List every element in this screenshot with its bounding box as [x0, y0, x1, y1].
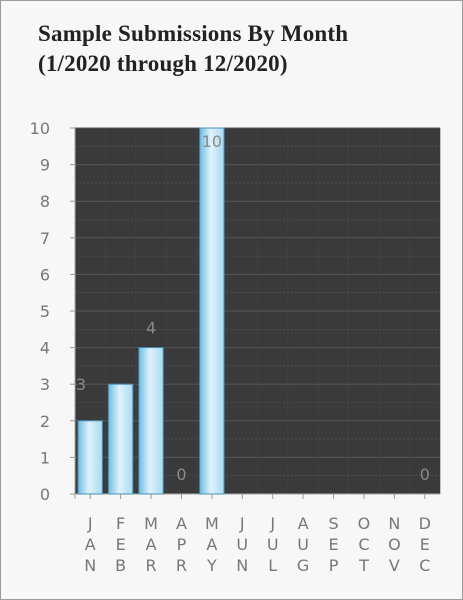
bar-may — [199, 127, 225, 495]
x-tick-label-feb: B — [115, 556, 126, 575]
x-tick-label-nov: N — [388, 514, 400, 533]
y-tick-label: 2 — [40, 412, 50, 431]
x-tick-label-aug: A — [298, 514, 309, 533]
y-tick-label: 4 — [40, 339, 50, 358]
x-tick-label-oct: C — [358, 535, 369, 554]
data-label-mar: 4 — [146, 319, 156, 338]
x-tick-label-sep: P — [329, 556, 339, 575]
y-tick-label: 0 — [40, 485, 50, 504]
x-tick-label-jan: J — [87, 514, 93, 533]
x-tick-label-jul: L — [268, 556, 277, 575]
bars — [77, 127, 225, 495]
y-tick-label: 7 — [40, 229, 50, 248]
x-tick-label-sep: E — [328, 535, 338, 554]
y-tick-label: 8 — [40, 192, 50, 211]
data-label-may: 10 — [202, 132, 222, 151]
bar-feb — [107, 383, 134, 495]
x-tick-label-dec: C — [419, 556, 430, 575]
chart-title-line-2: (1/2020 through 12/2020) — [38, 51, 288, 76]
x-tick-label-dec: E — [420, 535, 430, 554]
bar-mar — [138, 347, 164, 495]
x-tick-label-apr: A — [176, 514, 187, 533]
x-tick-label-dec: D — [419, 514, 431, 533]
x-tick-label-jan: N — [84, 556, 96, 575]
x-tick-label-mar: R — [145, 556, 156, 575]
x-tick-label-nov: O — [388, 535, 401, 554]
bar-jan — [77, 420, 103, 495]
x-tick-label-oct: O — [358, 514, 371, 533]
x-tick-label-may: A — [206, 535, 217, 554]
x-tick-label-nov: V — [389, 556, 400, 575]
x-tick-label-feb: F — [116, 514, 125, 533]
y-tick-label: 3 — [40, 375, 50, 394]
x-tick-label-jun: U — [236, 535, 248, 554]
y-tick-label: 5 — [40, 302, 50, 321]
data-label-jan: 3 — [76, 375, 86, 394]
y-tick-label: 10 — [30, 119, 50, 138]
x-tick-label-jul: J — [269, 514, 275, 533]
x-tick-label-sep: S — [328, 514, 338, 533]
y-axis-ticks: 0 1 2 3 4 5 6 7 8 9 10 — [30, 119, 75, 504]
y-tick-label: 6 — [40, 265, 50, 284]
data-label-apr: 0 — [176, 465, 186, 484]
chart-title-line-1: Sample Submissions By Month — [38, 21, 349, 46]
x-tick-label-aug: G — [297, 556, 309, 575]
x-tick-label-mar: M — [144, 514, 158, 533]
y-tick-label: 9 — [40, 156, 50, 175]
x-tick-label-oct: T — [358, 556, 369, 575]
x-tick-label-aug: U — [297, 535, 309, 554]
x-tick-label-may: Y — [206, 556, 217, 575]
x-tick-label-mar: A — [146, 535, 157, 554]
x-tick-label-feb: E — [116, 535, 126, 554]
x-tick-label-jun: J — [239, 514, 245, 533]
x-tick-label-apr: R — [176, 556, 187, 575]
y-tick-label: 1 — [40, 448, 50, 467]
x-tick-label-jul: U — [267, 535, 279, 554]
data-labels: 3 4 0 10 0 — [76, 132, 430, 484]
x-tick-label-jun: N — [236, 556, 248, 575]
x-tick-label-jan: A — [85, 535, 96, 554]
data-label-dec: 0 — [420, 465, 430, 484]
chart-title: Sample Submissions By Month (1/2020 thro… — [38, 19, 458, 79]
x-tick-label-apr: P — [177, 535, 187, 554]
x-tick-label-may: M — [205, 514, 219, 533]
